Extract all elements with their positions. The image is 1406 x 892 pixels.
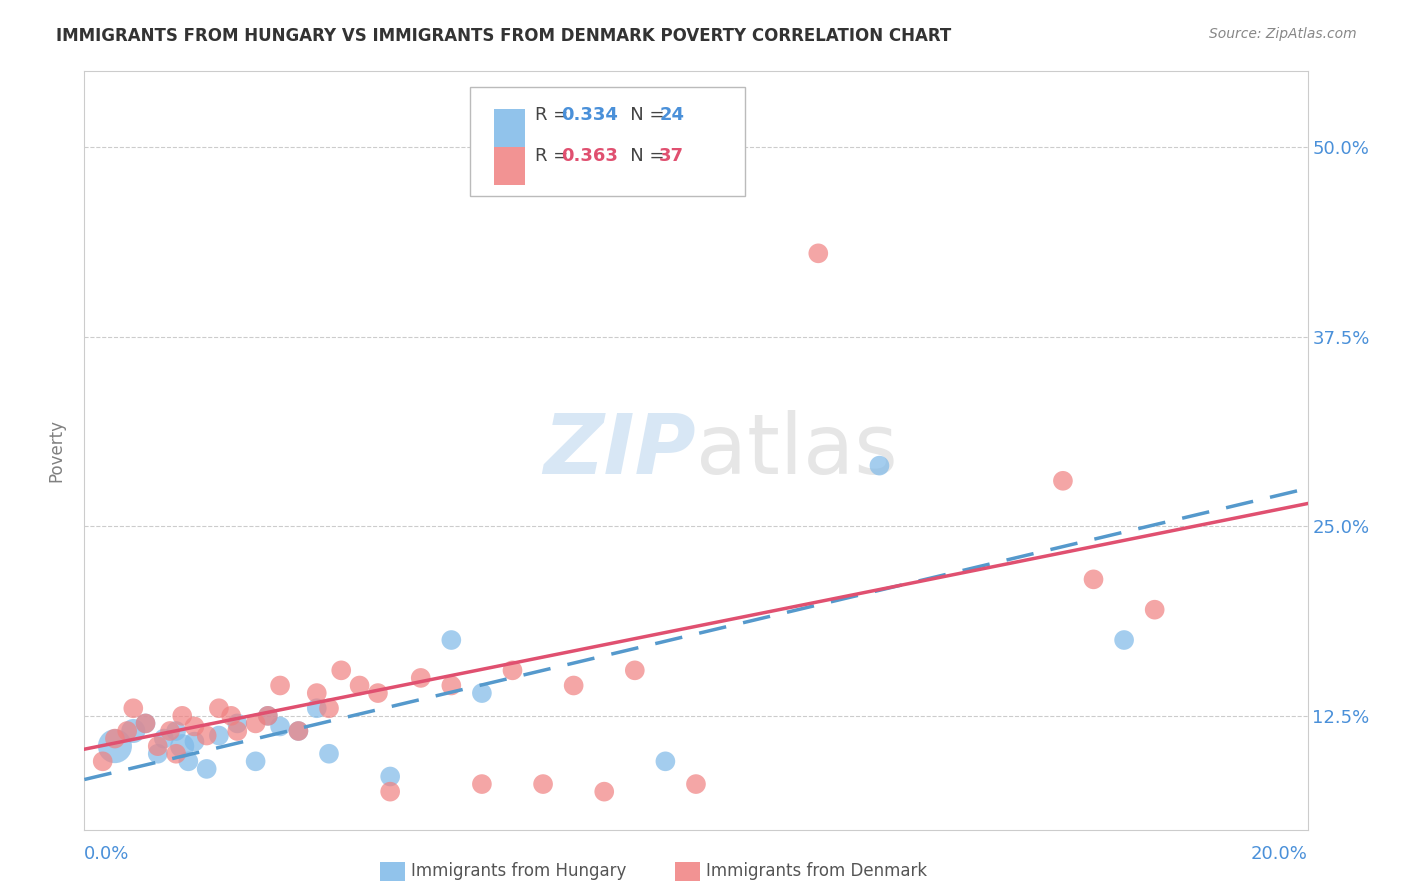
Point: [330, 664, 353, 678]
Point: [257, 708, 280, 723]
Point: [367, 686, 389, 700]
Point: [177, 755, 200, 769]
Point: [440, 679, 463, 693]
Text: 37: 37: [659, 147, 685, 165]
Text: Source: ZipAtlas.com: Source: ZipAtlas.com: [1209, 27, 1357, 41]
Point: [1114, 633, 1136, 648]
Point: [1052, 474, 1074, 488]
Point: [1083, 573, 1105, 587]
Point: [226, 724, 249, 739]
Point: [502, 664, 524, 678]
Point: [380, 785, 402, 799]
Point: [219, 708, 242, 723]
Point: [349, 679, 371, 693]
Text: R =: R =: [534, 147, 574, 165]
Point: [287, 724, 309, 739]
Text: 0.334: 0.334: [561, 106, 619, 124]
Point: [165, 747, 187, 761]
Point: [318, 747, 340, 761]
FancyBboxPatch shape: [470, 87, 745, 196]
Point: [135, 716, 157, 731]
Point: [318, 701, 340, 715]
Point: [269, 679, 291, 693]
Point: [807, 246, 830, 260]
Text: ZIP: ZIP: [543, 410, 696, 491]
Point: [135, 716, 157, 731]
Point: [685, 777, 707, 791]
Text: 20.0%: 20.0%: [1251, 845, 1308, 863]
Y-axis label: Poverty: Poverty: [48, 419, 66, 482]
Point: [287, 724, 309, 739]
Point: [195, 762, 218, 776]
Point: [104, 731, 127, 746]
Point: [165, 724, 187, 739]
Point: [208, 701, 231, 715]
Text: Immigrants from Hungary: Immigrants from Hungary: [411, 863, 626, 880]
Point: [183, 719, 205, 733]
Point: [654, 755, 676, 769]
Point: [159, 724, 181, 739]
Point: [562, 679, 585, 693]
Point: [257, 708, 280, 723]
Point: [245, 755, 267, 769]
Point: [122, 701, 145, 715]
Point: [172, 708, 194, 723]
Point: [624, 664, 647, 678]
Point: [269, 719, 291, 733]
Point: [183, 734, 205, 748]
Text: 24: 24: [659, 106, 685, 124]
Text: N =: N =: [613, 147, 671, 165]
Point: [593, 785, 616, 799]
Text: atlas: atlas: [696, 410, 897, 491]
Text: R =: R =: [534, 106, 574, 124]
Point: [440, 633, 463, 648]
Point: [471, 777, 494, 791]
Point: [104, 739, 127, 753]
Bar: [494, 109, 524, 147]
Point: [305, 701, 328, 715]
Bar: [494, 147, 524, 186]
Text: 0.363: 0.363: [561, 147, 619, 165]
Point: [380, 769, 402, 784]
Point: [122, 724, 145, 739]
Text: IMMIGRANTS FROM HUNGARY VS IMMIGRANTS FROM DENMARK POVERTY CORRELATION CHART: IMMIGRANTS FROM HUNGARY VS IMMIGRANTS FR…: [56, 27, 952, 45]
Text: N =: N =: [613, 106, 671, 124]
Point: [869, 458, 891, 473]
Text: Immigrants from Denmark: Immigrants from Denmark: [706, 863, 927, 880]
Point: [245, 716, 267, 731]
Point: [208, 729, 231, 743]
Point: [115, 724, 138, 739]
Point: [1143, 603, 1166, 617]
Point: [172, 739, 194, 753]
Point: [146, 747, 169, 761]
Point: [146, 739, 169, 753]
Point: [531, 777, 554, 791]
Point: [471, 686, 494, 700]
Text: 0.0%: 0.0%: [84, 845, 129, 863]
Point: [409, 671, 432, 685]
Point: [195, 729, 218, 743]
Point: [91, 755, 114, 769]
Point: [226, 716, 249, 731]
Point: [153, 731, 176, 746]
Point: [305, 686, 328, 700]
